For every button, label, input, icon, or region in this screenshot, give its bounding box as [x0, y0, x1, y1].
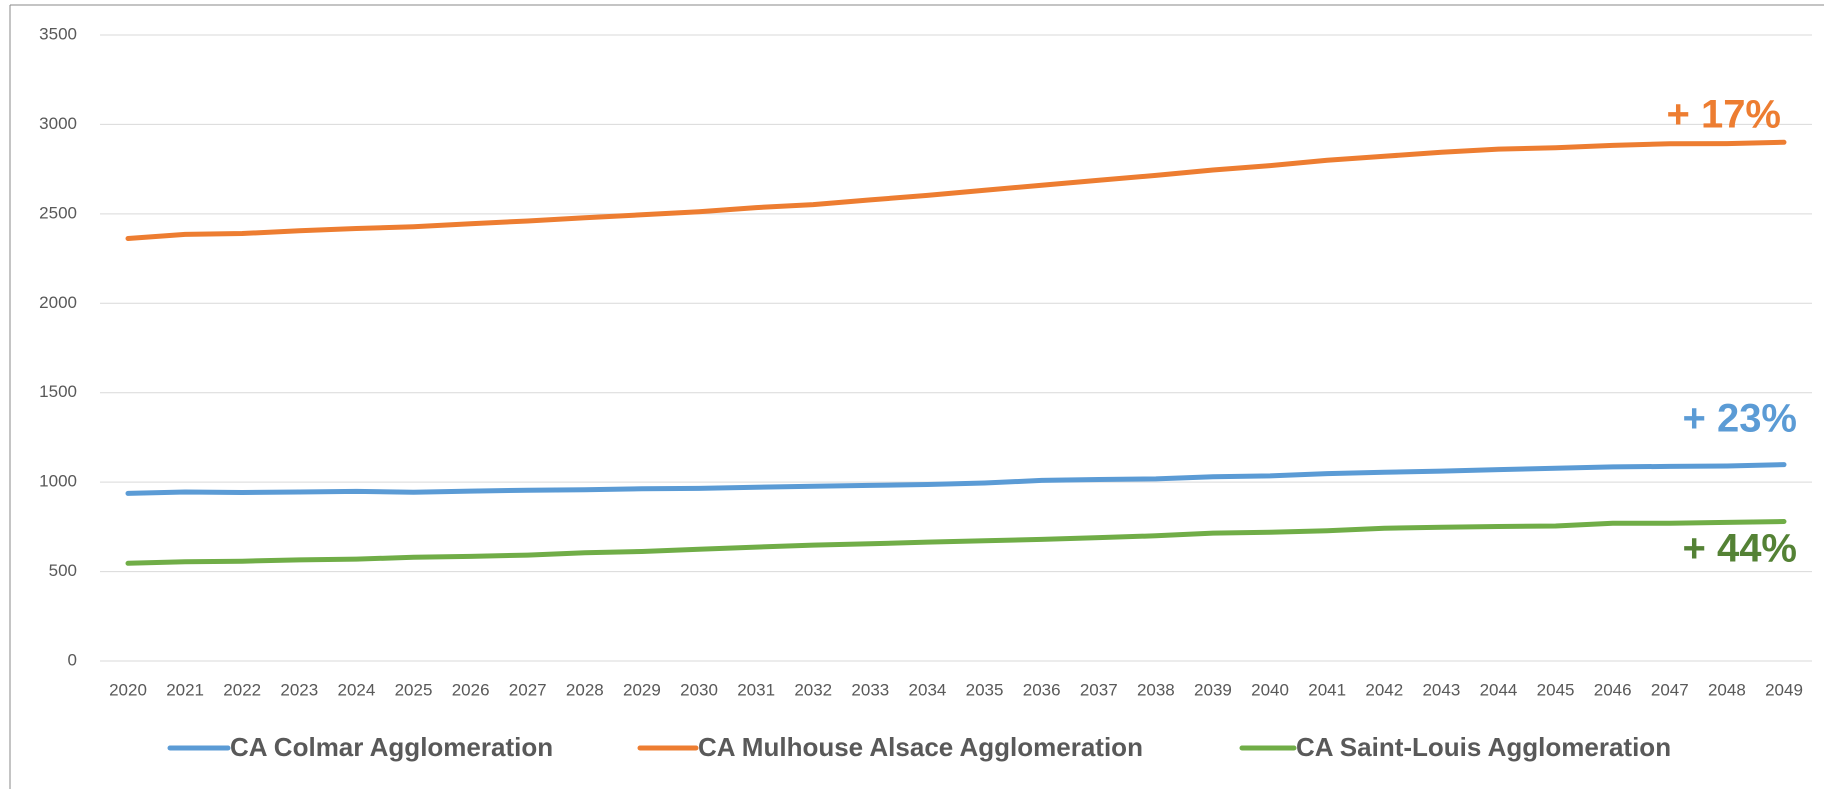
x-tick-label: 2040 [1251, 680, 1289, 699]
x-tick-label: 2035 [966, 680, 1004, 699]
x-tick-label: 2020 [109, 680, 147, 699]
legend-label: CA Colmar Agglomeration [230, 732, 553, 762]
legend-label: CA Saint-Louis Agglomeration [1296, 732, 1671, 762]
annotation: + 17% [1666, 93, 1781, 137]
annotation: + 44% [1682, 527, 1797, 571]
series-line [125, 519, 1787, 566]
y-tick-label: 1500 [39, 382, 77, 401]
x-tick-label: 2032 [794, 680, 832, 699]
x-tick-label: 2029 [623, 680, 661, 699]
x-tick-label: 2031 [737, 680, 775, 699]
x-tick-label: 2028 [566, 680, 604, 699]
x-tick-label: 2042 [1365, 680, 1403, 699]
y-tick-label: 3000 [39, 114, 77, 133]
x-tick-label: 2022 [223, 680, 261, 699]
x-tick-label: 2023 [280, 680, 318, 699]
x-tick-label: 2036 [1023, 680, 1061, 699]
y-tick-label: 500 [49, 561, 77, 580]
series-line [125, 462, 1787, 496]
x-tick-label: 2044 [1480, 680, 1518, 699]
x-tick-label: 2025 [395, 680, 433, 699]
annotation: + 23% [1682, 397, 1797, 441]
x-tick-label: 2047 [1651, 680, 1689, 699]
x-tick-label: 2027 [509, 680, 547, 699]
x-tick-label: 2048 [1708, 680, 1746, 699]
x-tick-label: 2026 [452, 680, 490, 699]
x-tick-label: 2049 [1765, 680, 1803, 699]
x-tick-label: 2041 [1308, 680, 1346, 699]
y-tick-label: 2500 [39, 203, 77, 222]
legend-label: CA Mulhouse Alsace Agglomeration [698, 732, 1143, 762]
x-tick-label: 2033 [851, 680, 889, 699]
x-tick-label: 2034 [909, 680, 947, 699]
y-tick-label: 0 [68, 650, 77, 669]
x-tick-label: 2045 [1537, 680, 1575, 699]
series-line [125, 139, 1787, 241]
x-tick-label: 2038 [1137, 680, 1175, 699]
y-tick-label: 1000 [39, 472, 77, 491]
x-tick-label: 2037 [1080, 680, 1118, 699]
y-tick-label: 3500 [39, 24, 77, 43]
x-tick-label: 2046 [1594, 680, 1632, 699]
x-tick-label: 2043 [1422, 680, 1460, 699]
x-tick-label: 2021 [166, 680, 204, 699]
x-tick-label: 2030 [680, 680, 718, 699]
x-tick-label: 2039 [1194, 680, 1232, 699]
y-tick-label: 2000 [39, 293, 77, 312]
x-tick-label: 2024 [337, 680, 375, 699]
